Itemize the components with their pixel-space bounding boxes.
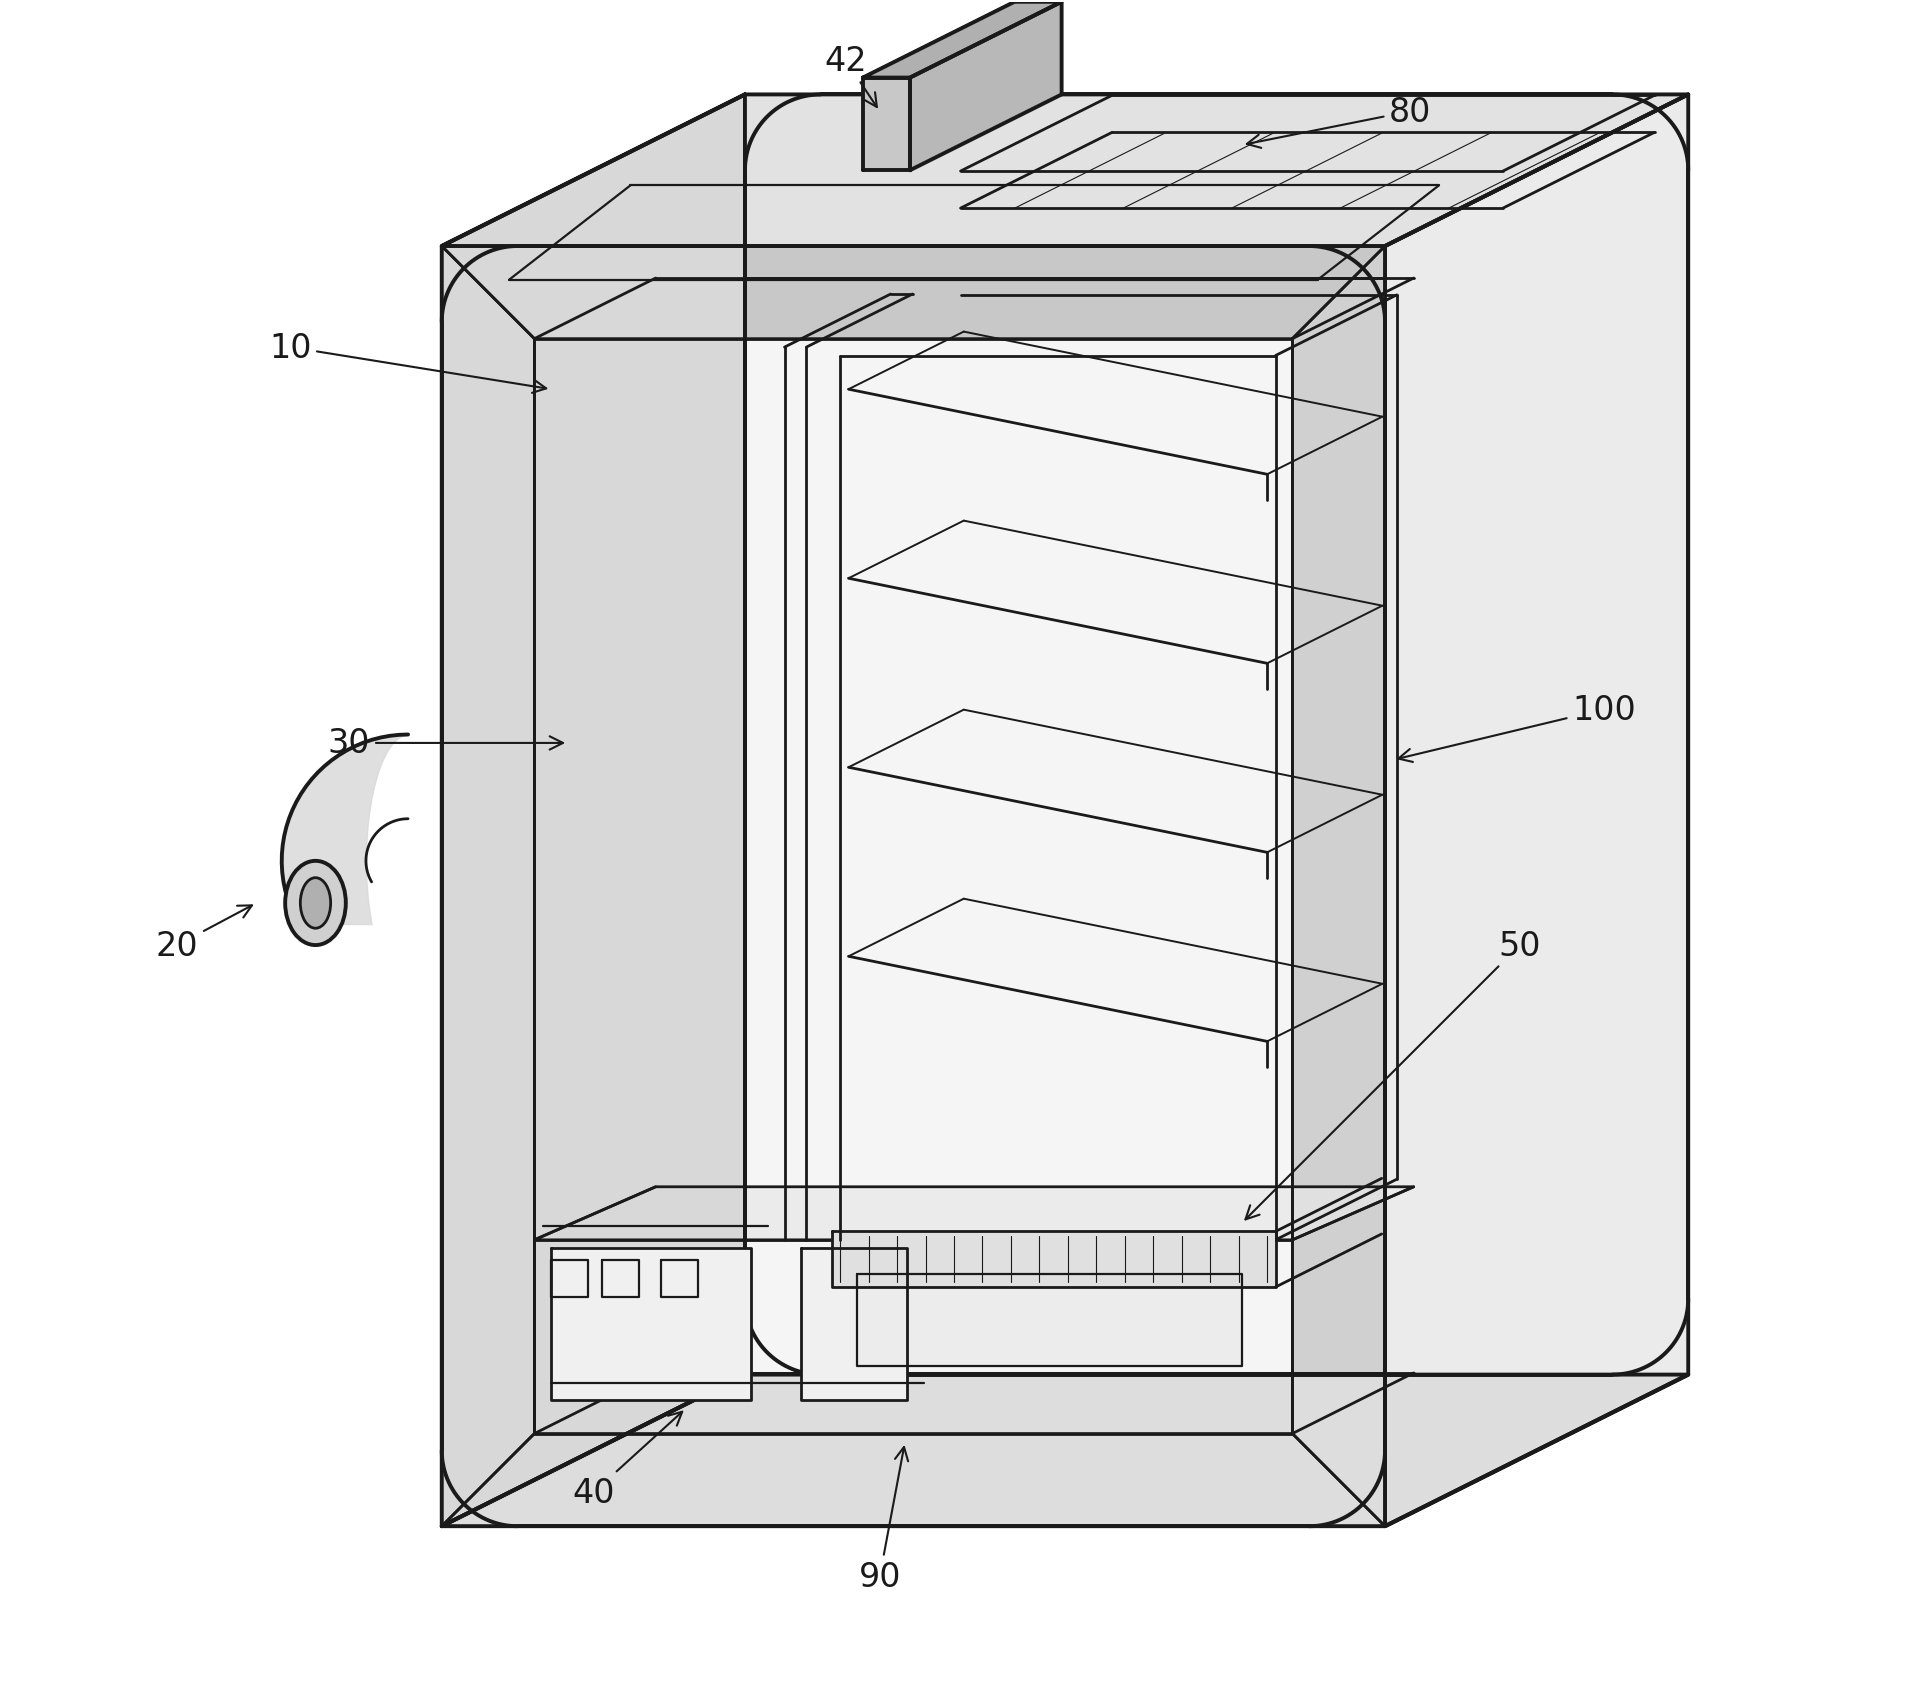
Text: 40: 40 [571,1412,682,1508]
Polygon shape [441,95,745,1527]
Ellipse shape [300,878,331,929]
Text: 50: 50 [1246,929,1540,1219]
Text: 30: 30 [329,726,564,760]
Polygon shape [550,1248,751,1400]
Polygon shape [655,279,1414,1373]
Polygon shape [1292,247,1385,1527]
Polygon shape [1385,95,1687,1527]
Ellipse shape [285,861,346,946]
Polygon shape [864,78,910,171]
Polygon shape [864,3,1063,78]
Text: 100: 100 [1399,692,1636,762]
Polygon shape [441,247,1385,339]
Text: 20: 20 [157,905,252,963]
Polygon shape [856,1274,1242,1366]
Polygon shape [801,1248,908,1400]
Polygon shape [535,1187,1414,1240]
Text: 10: 10 [269,331,547,394]
Polygon shape [441,1375,1687,1527]
Polygon shape [831,1231,1275,1287]
Polygon shape [441,95,1687,247]
Polygon shape [441,1434,1385,1527]
Text: 80: 80 [1246,96,1431,149]
Text: 90: 90 [858,1447,908,1593]
Text: 42: 42 [826,46,877,108]
Polygon shape [910,3,1063,171]
Polygon shape [441,247,535,1527]
